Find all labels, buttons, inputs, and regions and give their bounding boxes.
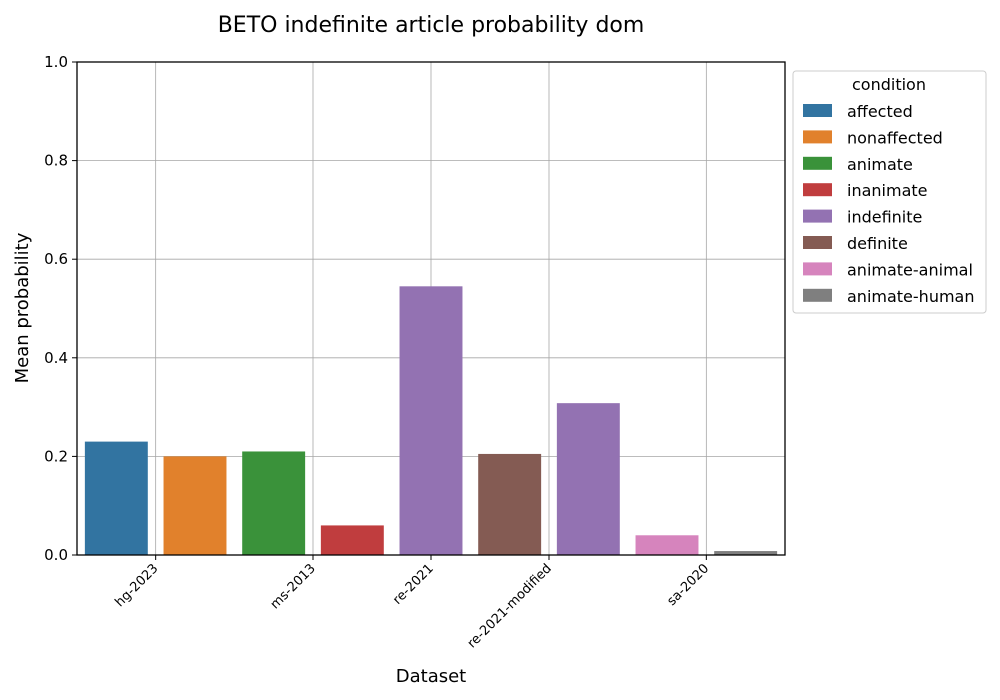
x-axis: hg-2023 ms-2013 re-2021 re-2021-modified sa-… (113, 555, 712, 651)
legend: condition affected nonaffected animate inan… (792, 70, 987, 314)
bar-re-2021-modified-definite (478, 453, 542, 555)
x-tick-label: re-2021 (390, 561, 437, 608)
legend-label-animate: animate (847, 155, 913, 174)
legend-swatch-nonaffected (803, 130, 832, 144)
y-tick-label: 0.6 (44, 250, 68, 268)
legend-swatch-definite (803, 236, 832, 249)
bar-hg-2023-nonaffected (163, 456, 227, 555)
bar-re-2021-indefinite (399, 286, 463, 555)
y-tick-label: 0.4 (44, 349, 68, 367)
x-tick-label: hg-2023 (113, 561, 162, 610)
legend-title: condition (852, 75, 926, 94)
x-axis-label: Dataset (396, 666, 467, 687)
y-tick-label: 1.0 (44, 53, 68, 71)
legend-frame (792, 70, 987, 314)
bar-sa-2020-animate-human (714, 551, 778, 555)
bar-hg-2023-affected (84, 441, 148, 555)
bar-ms-2013-animate (242, 451, 306, 555)
y-tick-label: 0.0 (44, 546, 68, 564)
legend-swatch-animate-animal (803, 262, 832, 276)
legend-label-definite: definite (847, 234, 908, 253)
bar-sa-2020-animate-animal (635, 535, 699, 555)
y-axis-label: Mean probability (12, 232, 33, 383)
legend-swatch-animate-human (803, 288, 832, 302)
y-tick-label: 0.2 (44, 447, 68, 465)
x-tick-label: sa-2020 (664, 561, 712, 609)
legend-swatch-animate (803, 156, 832, 170)
legend-label-affected: affected (847, 102, 913, 121)
bars (84, 286, 778, 555)
y-axis: 0.0 0.2 0.4 0.6 0.8 1.0 (44, 53, 77, 564)
legend-label-animate-human: animate-human (847, 287, 974, 306)
legend-label-indefinite: indefinite (847, 208, 922, 227)
legend-swatch-indefinite (803, 209, 832, 223)
y-tick-label: 0.8 (44, 152, 68, 170)
legend-label-inanimate: inanimate (847, 181, 927, 200)
x-tick-label: re-2021-modified (465, 561, 555, 651)
legend-label-nonaffected: nonaffected (847, 128, 943, 147)
legend-label-animate-animal: animate-animal (847, 260, 973, 279)
bar-re-2021-modified-indefinite (556, 403, 620, 555)
x-tick-label: ms-2013 (268, 561, 319, 612)
legend-swatch-affected (803, 104, 832, 117)
bar-ms-2013-inanimate (320, 525, 384, 555)
legend-swatch-inanimate (803, 183, 832, 197)
legend-items: affected nonaffected animate inanimate indef… (803, 102, 974, 306)
chart-title: BETO indefinite article probability dom (218, 13, 645, 38)
